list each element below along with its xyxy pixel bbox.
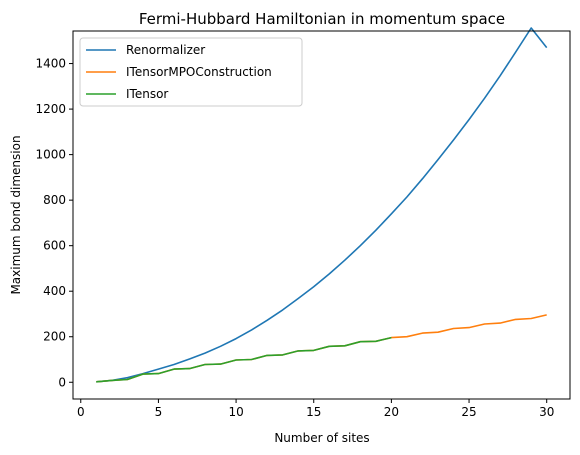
x-tick-label: 25 <box>461 405 476 419</box>
x-tick-label: 15 <box>306 405 321 419</box>
y-tick-label: 1200 <box>35 102 66 116</box>
y-tick-label: 1400 <box>35 57 66 71</box>
legend-label-1: Renormalizer <box>126 43 205 57</box>
y-tick-label: 400 <box>43 284 66 298</box>
legend: Renormalizer ITensorMPOConstruction ITenso… <box>79 37 303 107</box>
plot-frame <box>72 30 571 400</box>
x-tick-label: 30 <box>539 405 554 419</box>
y-tick-label: 200 <box>43 330 66 344</box>
y-axis: 0 200 400 600 800 1000 1200 1400 <box>35 57 73 389</box>
series-line-3 <box>96 336 392 383</box>
x-tick-label: 10 <box>228 405 243 419</box>
x-tick-label: 0 <box>77 405 85 419</box>
y-tick-label: 600 <box>43 239 66 253</box>
chart-title: Fermi-Hubbard Hamiltonian in momentum sp… <box>139 10 505 28</box>
plot-area: 0 5 10 15 20 25 30 0 200 400 600 800 1000 1200 1400 <box>35 27 571 419</box>
x-axis-label: Number of sites <box>274 431 369 445</box>
legend-box <box>79 37 303 107</box>
y-tick-label: 800 <box>43 193 66 207</box>
series-layer <box>96 27 548 383</box>
y-axis-label: Maximum bond dimension <box>9 135 23 294</box>
y-tick-label: 0 <box>58 375 66 389</box>
legend-label-2: ITensorMPOConstruction <box>126 65 272 79</box>
legend-label-3: ITensor <box>126 87 168 101</box>
series-line-1 <box>96 27 548 383</box>
y-tick-label: 1000 <box>35 148 66 162</box>
x-axis: 0 5 10 15 20 25 30 <box>77 399 554 419</box>
x-tick-label: 20 <box>384 405 399 419</box>
x-tick-label: 5 <box>155 405 163 419</box>
